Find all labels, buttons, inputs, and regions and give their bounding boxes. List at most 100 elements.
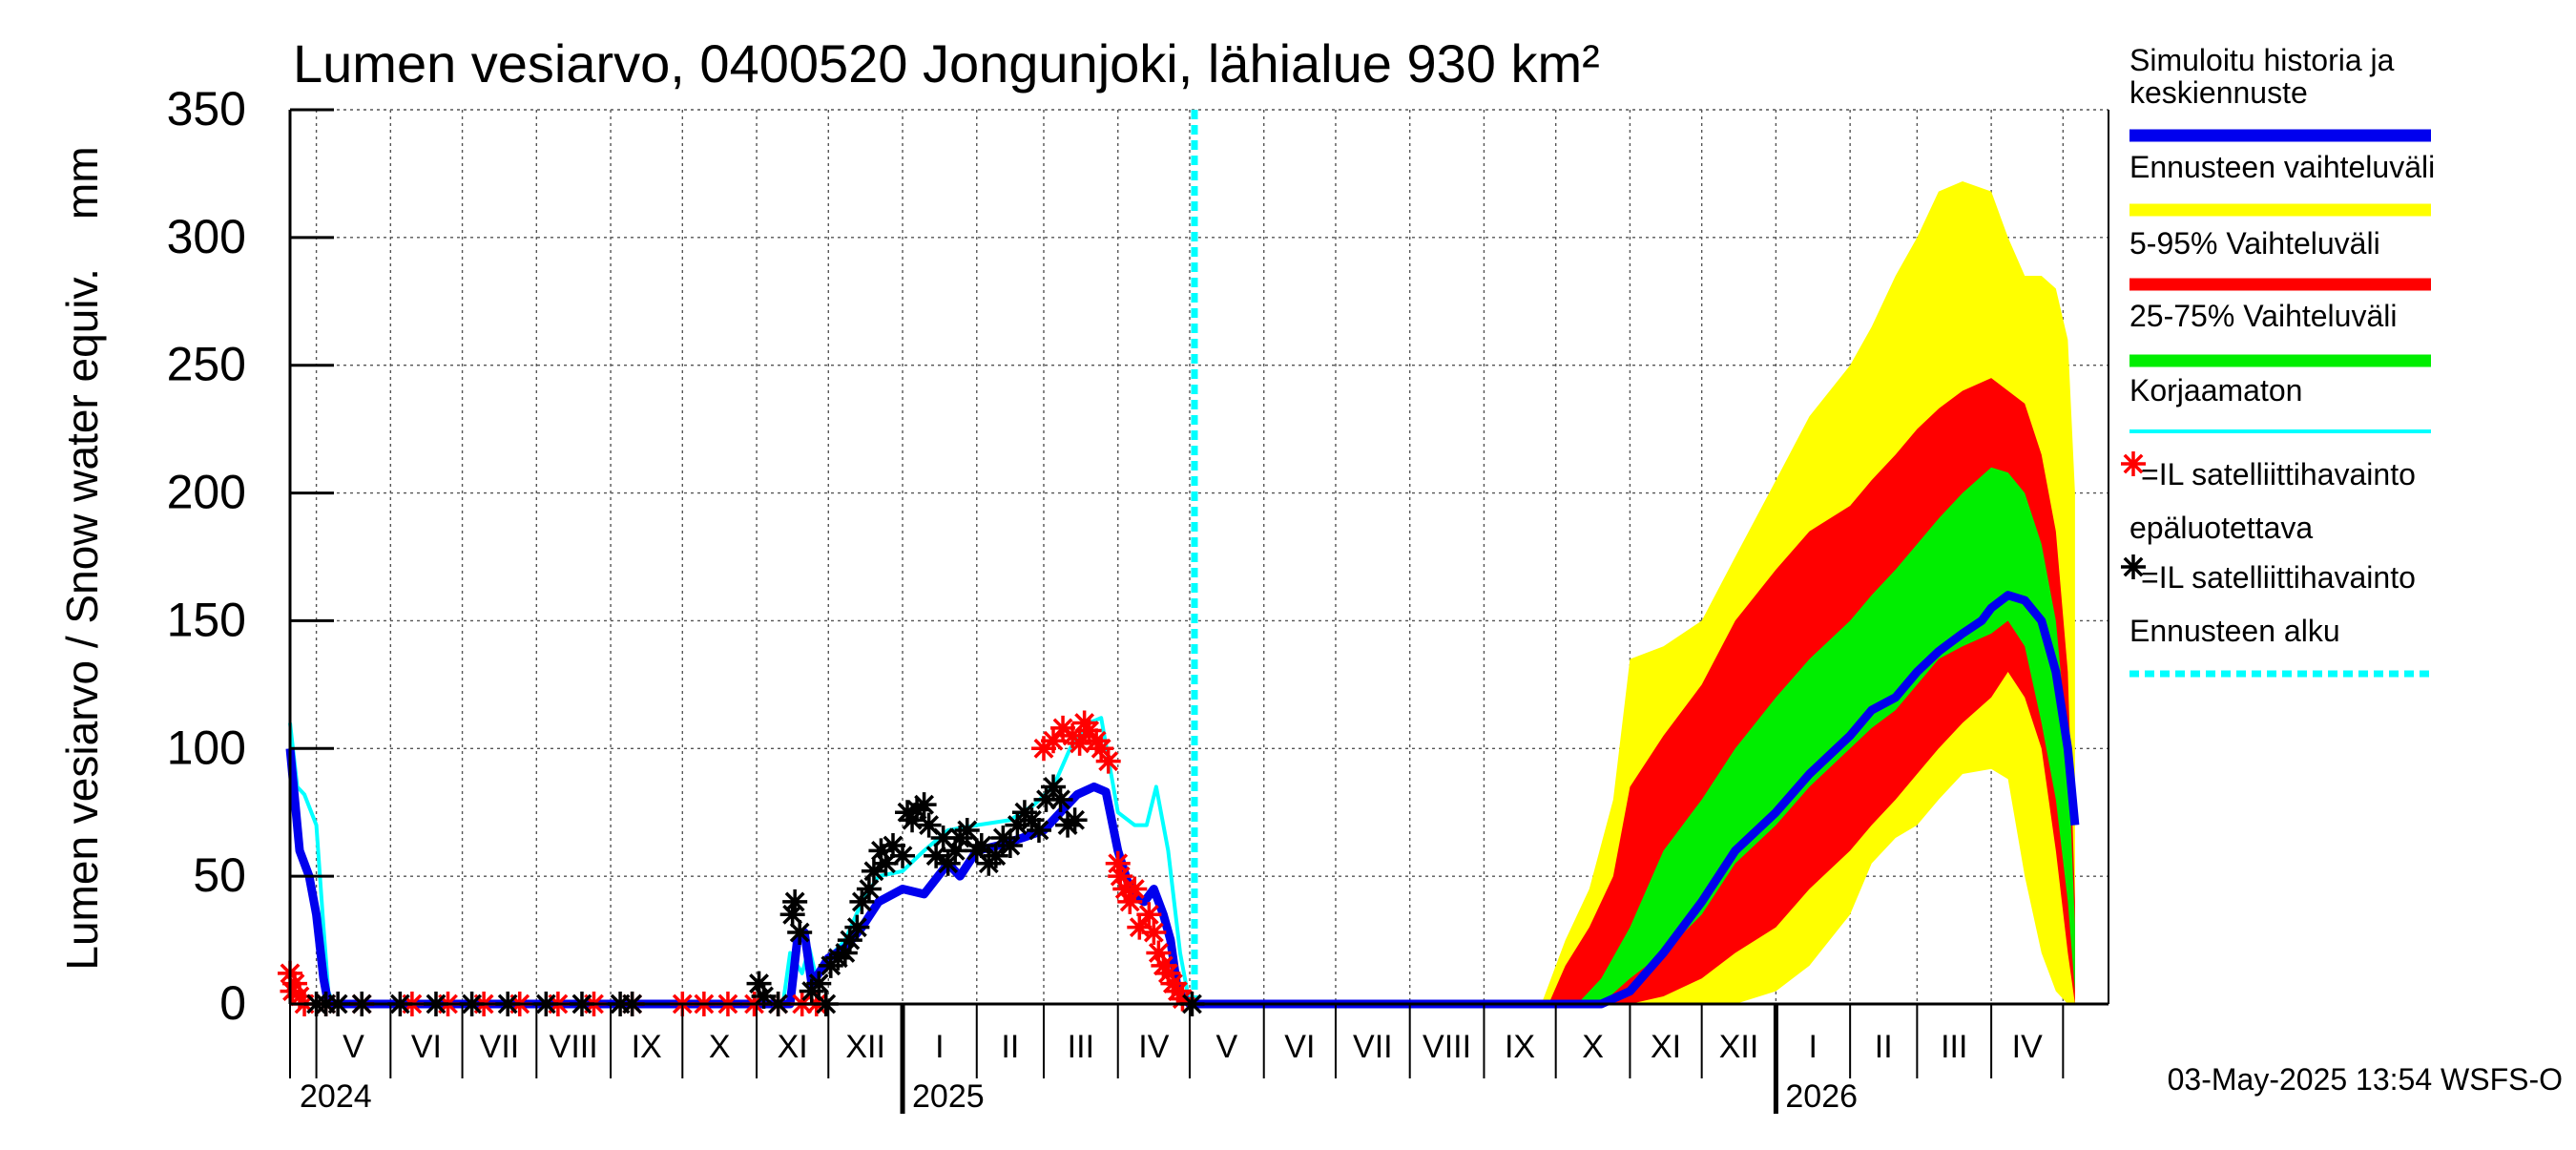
month-label: I — [1809, 1029, 1818, 1065]
marker-satellite-unreliable — [1155, 960, 1181, 986]
month-label: VIII — [1423, 1029, 1471, 1065]
marker-satellite — [1041, 774, 1067, 800]
marker-satellite — [997, 833, 1023, 859]
legend-star-icon — [2121, 554, 2146, 579]
marker-satellite-unreliable — [1141, 920, 1167, 946]
line-korjaamaton — [288, 716, 1192, 1006]
marker-satellite-unreliable — [1084, 728, 1110, 754]
legend-label: Ennusteen vaihteluväli — [2129, 150, 2435, 184]
marker-satellite — [1019, 807, 1045, 833]
y-axis-label: Lumen vesiarvo / Snow water equiv. mm — [57, 146, 107, 970]
marker-satellite-unreliable — [1136, 902, 1162, 928]
y-tick-label: 50 — [193, 848, 246, 902]
marker-satellite-unreliable — [1165, 978, 1191, 1004]
month-label: IV — [1138, 1029, 1169, 1065]
month-label: X — [709, 1029, 731, 1065]
marker-satellite-unreliable — [1089, 736, 1114, 762]
line-keskiennuste — [285, 591, 2080, 1009]
month-label: II — [1875, 1029, 1893, 1065]
marker-satellite-unreliable — [1117, 889, 1143, 914]
marker-satellite — [935, 850, 961, 876]
marker-satellite-unreliable — [1127, 914, 1153, 940]
legend-label: epäluotettava — [2129, 511, 2313, 545]
marker-satellite — [844, 914, 870, 940]
month-label: XI — [1651, 1029, 1681, 1065]
marker-satellite — [900, 807, 925, 833]
marker-satellite — [924, 843, 949, 868]
marker-satellite — [916, 812, 942, 838]
y-tick-label: 350 — [167, 82, 246, 136]
marker-satellite — [983, 843, 1008, 868]
month-label: III — [1068, 1029, 1094, 1065]
marker-satellite-unreliable — [287, 983, 313, 1009]
marker-satellite — [806, 971, 832, 996]
marker-satellite — [880, 833, 905, 859]
year-label: 2026 — [1785, 1078, 1858, 1115]
month-label: I — [935, 1029, 944, 1065]
legend-label: Korjaamaton — [2129, 373, 2302, 408]
month-label: IX — [632, 1029, 662, 1065]
marker-satellite — [1033, 786, 1059, 812]
legend-label: 25-75% Vaihteluväli — [2129, 299, 2397, 333]
legend-label: 5-95% Vaihteluväli — [2129, 226, 2380, 261]
month-label: VIII — [550, 1029, 598, 1065]
month-label: V — [343, 1029, 364, 1065]
marker-satellite-unreliable — [1108, 864, 1133, 889]
month-label: XII — [1719, 1029, 1759, 1065]
month-label: IX — [1505, 1029, 1535, 1065]
y-tick-label: 150 — [167, 593, 246, 646]
marker-satellite — [930, 825, 956, 850]
marker-satellite-unreliable — [1146, 940, 1172, 966]
marker-satellite — [779, 902, 805, 928]
legend-label: Simuloitu historia ja — [2129, 43, 2395, 77]
marker-satellite — [746, 971, 772, 996]
legend-label: =IL satelliittihavainto — [2141, 560, 2416, 595]
marker-satellite — [968, 833, 994, 859]
y-tick-label: 200 — [167, 466, 246, 519]
marker-satellite — [873, 850, 899, 876]
legend-label: Ennusteen alku — [2129, 614, 2340, 648]
marker-satellite — [868, 838, 894, 864]
month-label: VI — [1284, 1029, 1315, 1065]
year-label: 2024 — [300, 1078, 372, 1115]
month-label: II — [1001, 1029, 1019, 1065]
marker-satellite — [1026, 817, 1051, 843]
legend-star-icon — [2121, 451, 2146, 476]
marker-satellite-unreliable — [1170, 986, 1195, 1012]
marker-satellite-unreliable — [1041, 728, 1067, 754]
series-layer — [278, 110, 2080, 1016]
marker-satellite — [861, 858, 886, 884]
month-label: XII — [845, 1029, 885, 1065]
month-label: IV — [2012, 1029, 2043, 1065]
marker-satellite — [911, 792, 937, 818]
marker-satellite — [787, 920, 813, 946]
band-25-75-vaihteluv-li — [1577, 467, 2075, 1004]
marker-satellite-unreliable — [1067, 730, 1092, 756]
marker-satellite — [832, 940, 858, 966]
y-tick-label: 300 — [167, 210, 246, 263]
month-label: VII — [480, 1029, 520, 1065]
month-label: VI — [411, 1029, 442, 1065]
legend-label: =IL satelliittihavainto — [2141, 457, 2416, 491]
marker-satellite — [856, 876, 882, 902]
marker-satellite — [943, 838, 968, 864]
marker-satellite-unreliable — [1076, 718, 1102, 743]
legend-label: keskiennuste — [2129, 75, 2308, 110]
month-label: VII — [1353, 1029, 1393, 1065]
marker-satellite — [849, 889, 875, 914]
y-tick-label: 100 — [167, 721, 246, 774]
marker-satellite-unreliable — [1105, 850, 1131, 876]
y-tick-label: 0 — [219, 976, 246, 1030]
chart-title: Lumen vesiarvo, 0400520 Jongunjoki, lähi… — [293, 33, 1600, 94]
month-label: X — [1582, 1029, 1604, 1065]
marker-satellite — [890, 843, 916, 868]
marker-satellite — [1005, 812, 1030, 838]
y-tick-label: 250 — [167, 338, 246, 391]
marker-satellite — [782, 889, 808, 914]
footer-timestamp: 03-May-2025 13:54 WSFS-O — [2168, 1062, 2563, 1097]
month-label: III — [1941, 1029, 1967, 1065]
